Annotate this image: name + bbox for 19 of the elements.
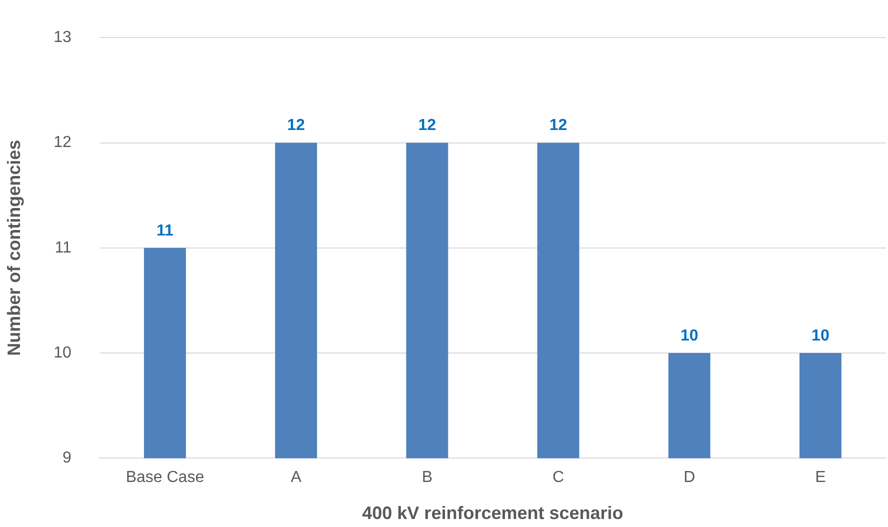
y-tick-label: 11 xyxy=(54,239,72,256)
data-label: 10 xyxy=(680,327,698,344)
y-tick-label: 10 xyxy=(54,344,72,362)
x-tick-label: E xyxy=(815,469,826,486)
x-tick-label: D xyxy=(684,469,696,486)
data-label: 12 xyxy=(287,117,306,134)
x-tick-label: Base Case xyxy=(126,469,204,486)
y-tick-label: 13 xyxy=(54,29,72,46)
data-label: 12 xyxy=(418,117,436,134)
data-label: 11 xyxy=(156,222,174,240)
x-axis-title: 400 kV reinforcement scenario xyxy=(362,503,624,524)
data-label: 12 xyxy=(549,117,568,134)
x-tick-label: C xyxy=(552,469,564,486)
y-tick-label: 9 xyxy=(62,450,72,467)
x-tick-label: A xyxy=(290,469,302,486)
data-label: 10 xyxy=(812,327,830,344)
x-tick-label: B xyxy=(422,469,432,486)
y-tick-label: 12 xyxy=(54,134,72,152)
y-axis-title: Number of contingencies xyxy=(4,140,24,356)
